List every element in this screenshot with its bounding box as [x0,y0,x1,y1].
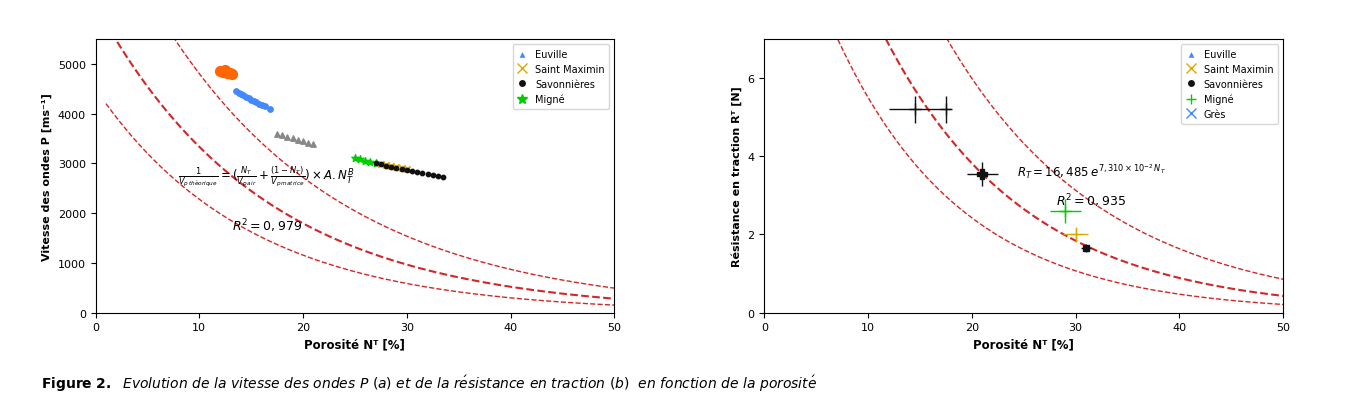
Point [292,138,314,145]
Point [229,91,251,98]
Point [243,99,265,105]
Point [266,131,288,138]
Text: $R^2 = 0,935$: $R^2 = 0,935$ [1057,192,1126,210]
Point [277,134,299,140]
Point [427,174,449,180]
Point [246,100,268,106]
Point [401,169,423,175]
Point [385,165,407,172]
Point [228,91,250,97]
Point [433,175,455,181]
Point [370,162,392,168]
Point [411,171,433,177]
Point [240,97,262,104]
Text: $\frac{1}{V_{p\,th\acute{e}orique}} = (\frac{N_T}{V_{p\,air}} + \frac{(1-N_T)}{V: $\frac{1}{V_{p\,th\acute{e}orique}} = (\… [179,164,355,188]
Point [221,72,243,79]
Point [235,94,257,101]
Point [370,162,392,168]
Text: $\mathbf{Figure\ 2.}$  $\it{Evolution\ de\ la\ vitesse\ des\ ondes\ P\ (a)\ et\ : $\mathbf{Figure\ 2.}$ $\it{Evolution\ de… [41,373,818,393]
Point [364,161,386,167]
X-axis label: Porosité Nᵀ [%]: Porosité Nᵀ [%] [304,338,405,351]
Point [225,89,247,95]
Point [303,142,325,148]
Point [396,167,418,173]
Point [214,67,236,73]
Point [375,163,397,169]
Point [381,164,403,170]
Point [259,106,281,113]
Point [407,170,429,176]
Point [385,165,407,171]
Point [248,101,270,108]
Point [217,70,239,77]
Point [209,68,231,75]
Point [251,102,273,109]
Text: $R^2 = 0,979$: $R^2 = 0,979$ [232,217,302,234]
Point [281,136,303,142]
Y-axis label: Vitesse des ondes P [ms⁻¹]: Vitesse des ondes P [ms⁻¹] [42,93,52,260]
Point [298,140,319,146]
Point [416,172,438,178]
Legend: Euville, Saint Maximin, Savonnières, Migné, Grès: Euville, Saint Maximin, Savonnières, Mig… [1181,45,1278,124]
Point [390,167,412,173]
Point [272,133,293,139]
Point [359,160,381,166]
Point [254,104,276,110]
Point [396,168,418,174]
Point [232,93,254,99]
Point [212,69,233,75]
X-axis label: Porosité Nᵀ [%]: Porosité Nᵀ [%] [973,338,1074,351]
Point [238,96,259,102]
Point [375,163,397,170]
Point [349,157,371,163]
Point [355,158,377,165]
Point [422,173,444,179]
Point [344,156,366,162]
Legend: Euville, Saint Maximin, Savonnières, Migné: Euville, Saint Maximin, Savonnières, Mig… [512,45,609,109]
Point [287,137,308,144]
Point [390,166,412,172]
Point [364,161,386,167]
Point [381,164,403,171]
Point [220,71,242,77]
Y-axis label: Résistance en traction Rᵀ [N]: Résistance en traction Rᵀ [N] [732,86,743,267]
Text: $R_T = 16,485\,e^{7,310\times10^{-2}\,N_T}$: $R_T = 16,485\,e^{7,310\times10^{-2}\,N_… [1017,162,1166,180]
